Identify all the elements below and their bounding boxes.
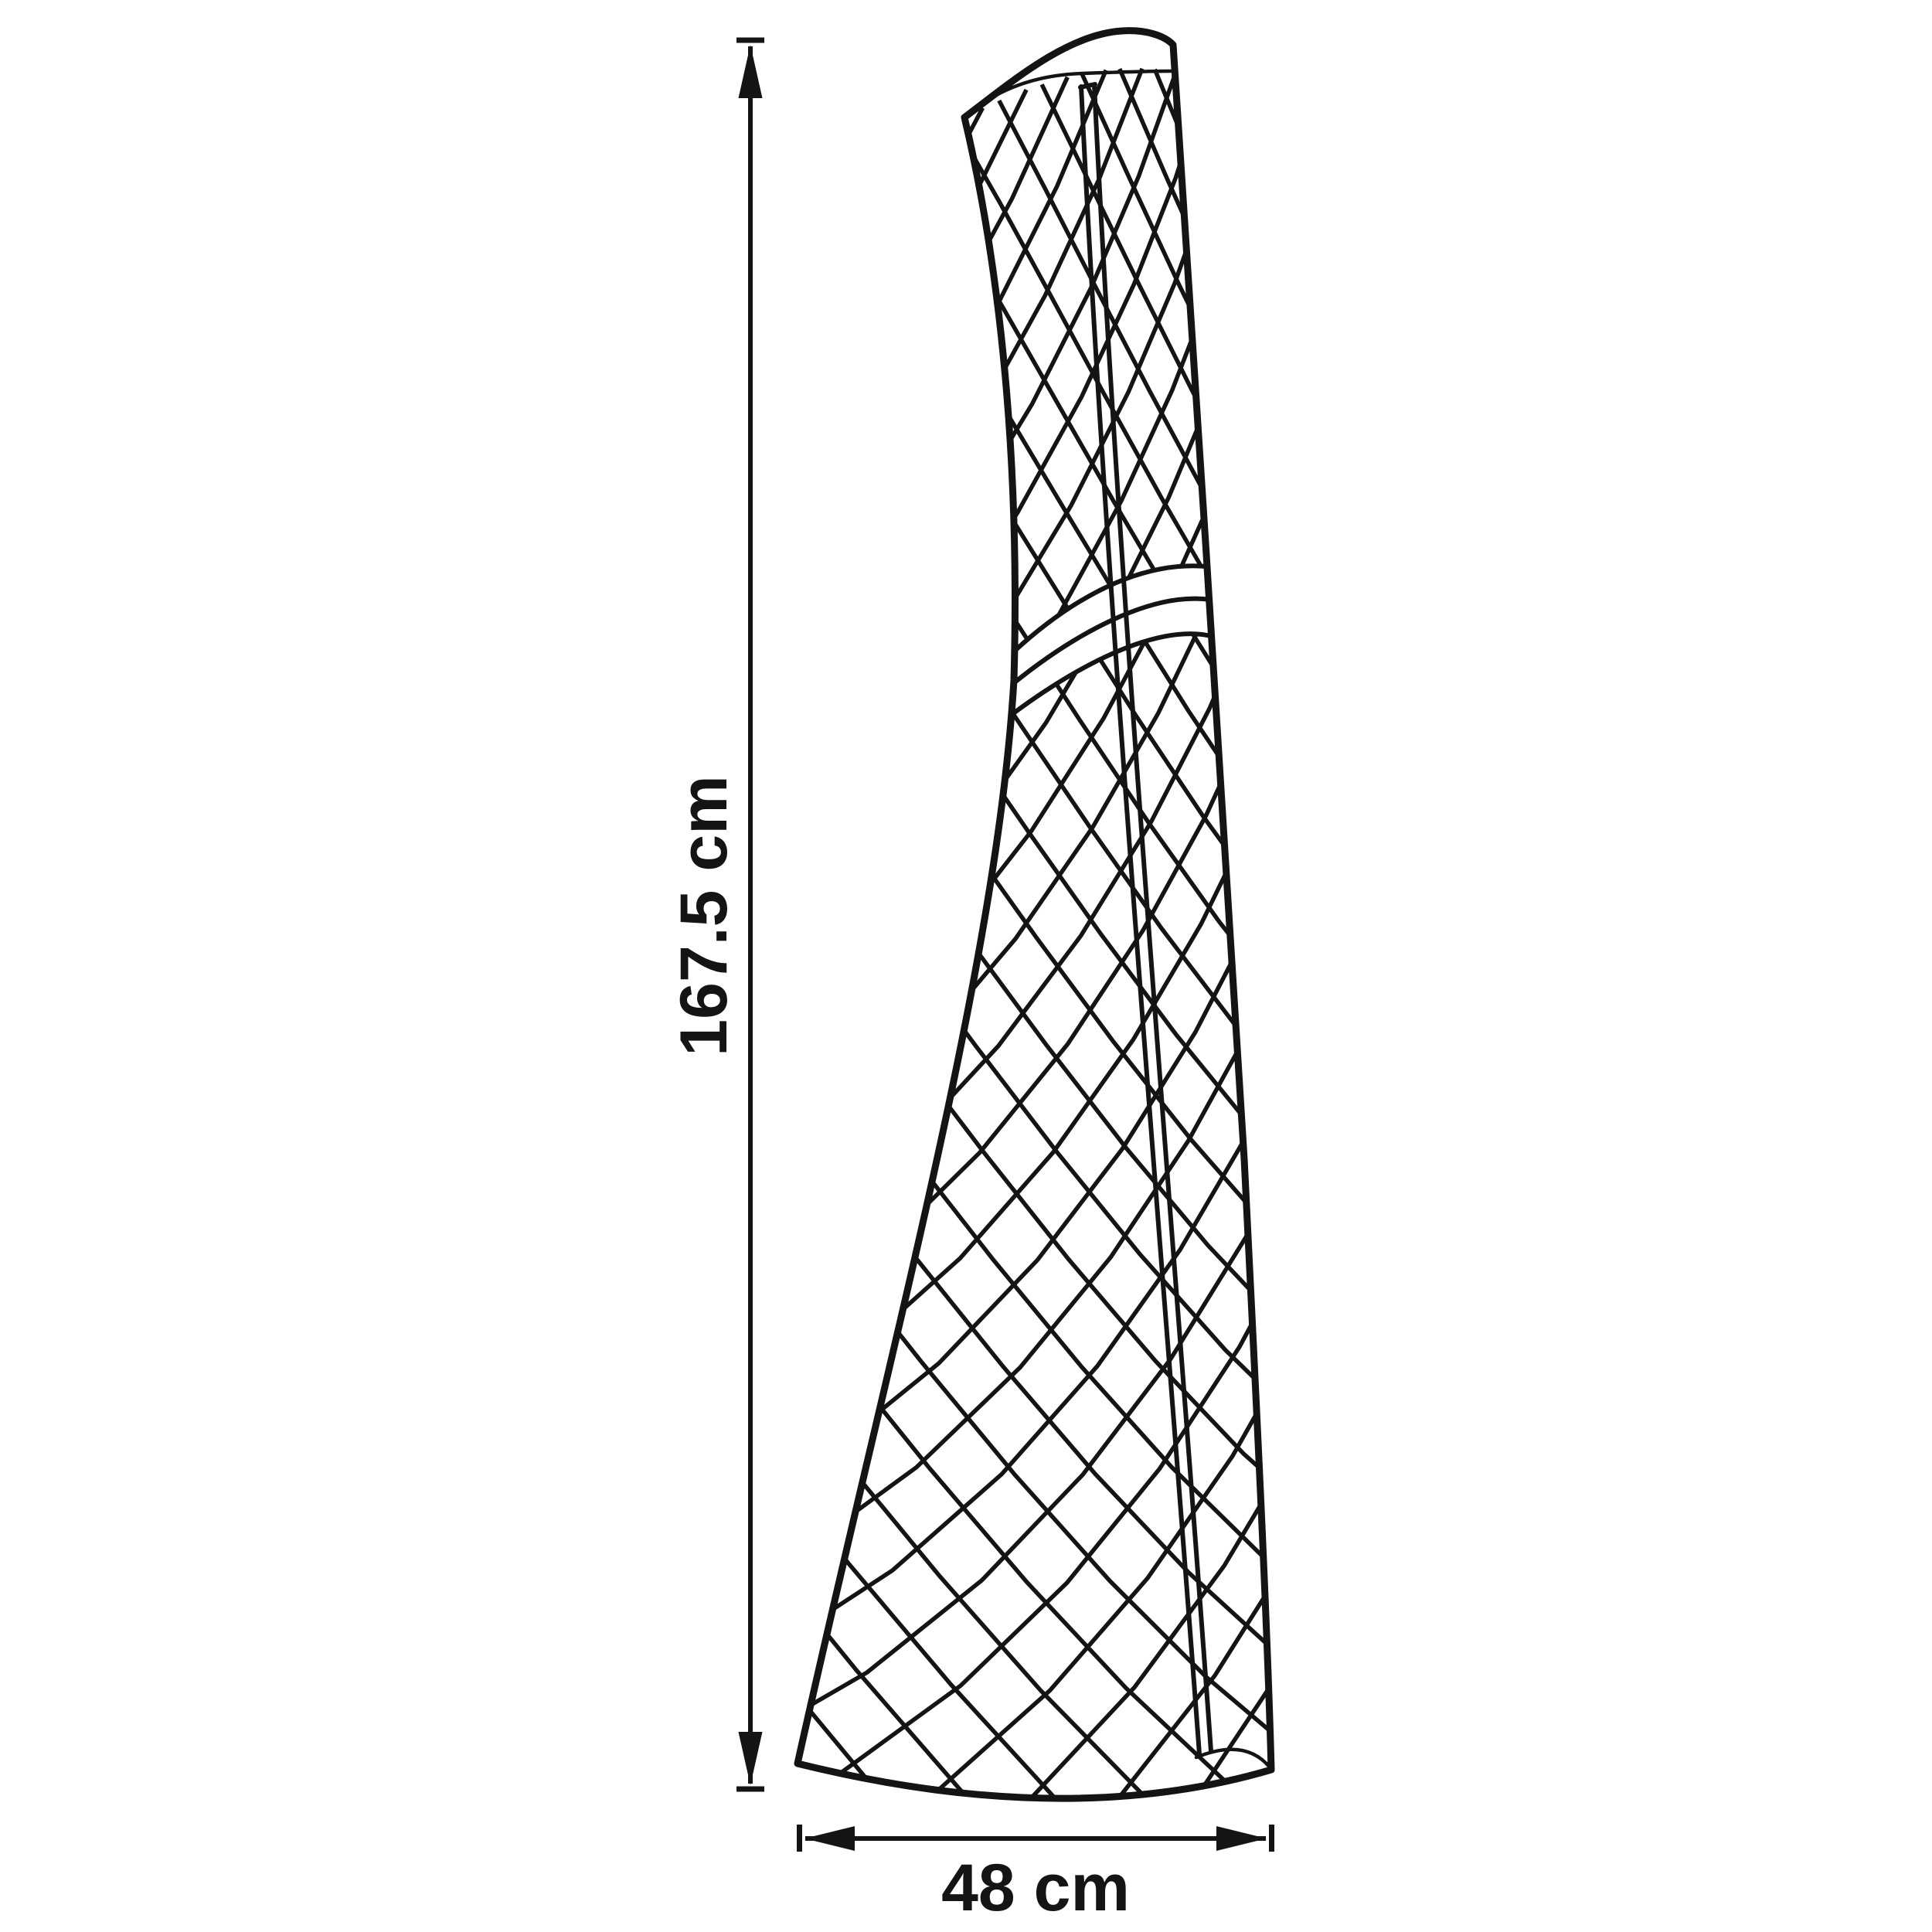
- lattice-line: [798, 69, 1108, 956]
- lattice-line: [904, 148, 1271, 1066]
- lattice-line: [798, 96, 1238, 1135]
- lattice-line: [798, 366, 1271, 1375]
- lattice-line: [1185, 30, 1271, 750]
- lattice-line: [798, 612, 1271, 1689]
- strap-band-top-edge: [1010, 563, 1209, 655]
- lattice-line: [1243, 30, 1271, 695]
- height-dimension-arrow: 167.5 cm: [667, 37, 764, 1792]
- lattice-line: [1284, 645, 1588, 1766]
- lattice-line: [798, 71, 1178, 1039]
- lattice-line: [997, 99, 1271, 959]
- lattice-line: [0, 794, 659, 1723]
- lattice-line: [798, 521, 1271, 1750]
- lattice-line: [798, 254, 1271, 1423]
- zipper-right-line: [1092, 83, 1213, 1753]
- lattice-line: [798, 685, 1271, 1761]
- lattice-line: [798, 81, 1209, 1082]
- lattice-line: [798, 76, 1070, 917]
- lattice-line: [798, 743, 1145, 1796]
- height-top-arrowhead: [738, 45, 763, 98]
- lattice-line: [798, 212, 1271, 1361]
- width-left-arrowhead: [804, 1826, 855, 1851]
- lattice-line: [1320, 649, 1611, 1737]
- zipper-left-line: [1079, 84, 1202, 1757]
- lattice-line: [1152, 30, 1271, 786]
- lattice-line: [1039, 83, 1271, 910]
- height-dimension-label: 167.5 cm: [667, 775, 741, 1056]
- lattice-line: [798, 30, 1029, 889]
- lattice-line: [798, 30, 890, 818]
- width-dimension-label: 48 cm: [941, 1851, 1130, 1925]
- zipper-top-stop: [1078, 82, 1097, 90]
- zipper: [1078, 82, 1213, 1757]
- lattice-line: [0, 794, 765, 1755]
- lattice-line: [798, 444, 1271, 1670]
- lattice-line: [951, 121, 1271, 1009]
- lattice-line: [798, 355, 1271, 1554]
- lattice-line: [798, 302, 1271, 1486]
- lattice-line: [798, 480, 1271, 1715]
- lattice-line: [1117, 30, 1271, 822]
- lattice-line: [1216, 30, 1271, 723]
- width-dimension-arrow: 48 cm: [797, 1825, 1274, 1925]
- lattice-line: [798, 67, 1145, 992]
- bottom-hem-curl: [1194, 1747, 1273, 1770]
- lattice-line: [801, 218, 1271, 1183]
- cover-illustration: [0, 27, 1611, 1802]
- lattice-line: [798, 777, 965, 1795]
- lattice-line: [798, 262, 1271, 1242]
- cover-outline: [794, 27, 1275, 1802]
- lattice-line: [798, 30, 939, 838]
- width-right-arrowhead: [1216, 1826, 1267, 1851]
- lattice-line: [798, 30, 985, 858]
- lattice-line: [798, 30, 838, 806]
- height-bottom-arrowhead: [738, 1732, 763, 1785]
- lattice-line: [798, 713, 1227, 1784]
- lattice-line: [798, 648, 1271, 1730]
- lattice-line: [798, 423, 1271, 1443]
